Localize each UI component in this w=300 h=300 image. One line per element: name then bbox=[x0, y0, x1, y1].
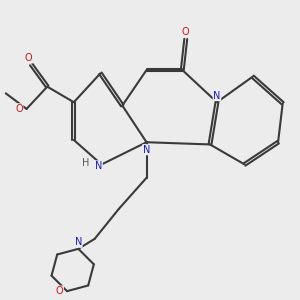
Text: O: O bbox=[56, 286, 63, 296]
Text: N: N bbox=[213, 91, 220, 100]
Text: N: N bbox=[95, 161, 102, 171]
Text: O: O bbox=[182, 27, 190, 37]
Text: N: N bbox=[75, 237, 82, 247]
Text: O: O bbox=[25, 53, 33, 63]
Text: N: N bbox=[143, 145, 150, 155]
Text: O: O bbox=[15, 104, 23, 114]
Text: H: H bbox=[82, 158, 90, 168]
